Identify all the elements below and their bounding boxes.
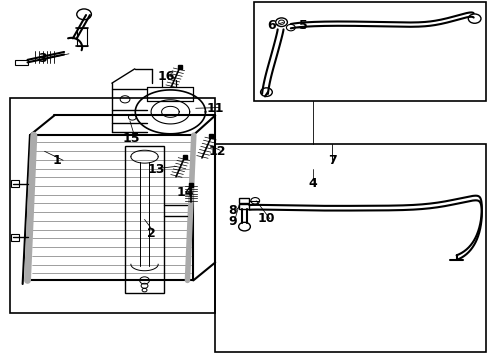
Text: 9: 9	[227, 215, 236, 228]
Bar	[238, 198, 249, 203]
Bar	[11, 180, 19, 187]
Bar	[11, 234, 19, 241]
Text: 3: 3	[38, 51, 46, 64]
Text: 13: 13	[148, 163, 165, 176]
Text: 7: 7	[327, 154, 336, 167]
Text: 2: 2	[147, 227, 156, 240]
Bar	[125, 146, 163, 293]
Text: 15: 15	[122, 131, 140, 145]
Text: 16: 16	[158, 69, 175, 82]
Bar	[15, 60, 27, 65]
Bar	[77, 28, 87, 45]
Text: 8: 8	[227, 204, 236, 217]
Text: 4: 4	[308, 177, 317, 190]
Text: 10: 10	[257, 212, 275, 225]
Bar	[238, 204, 249, 210]
Text: 14: 14	[176, 186, 193, 199]
Text: 1: 1	[52, 154, 61, 167]
Text: 12: 12	[208, 145, 226, 158]
Bar	[254, 3, 485, 101]
Bar	[215, 144, 485, 352]
Bar	[10, 98, 215, 313]
Text: 5: 5	[298, 19, 307, 32]
Text: 6: 6	[266, 19, 275, 32]
Text: 11: 11	[206, 102, 224, 115]
